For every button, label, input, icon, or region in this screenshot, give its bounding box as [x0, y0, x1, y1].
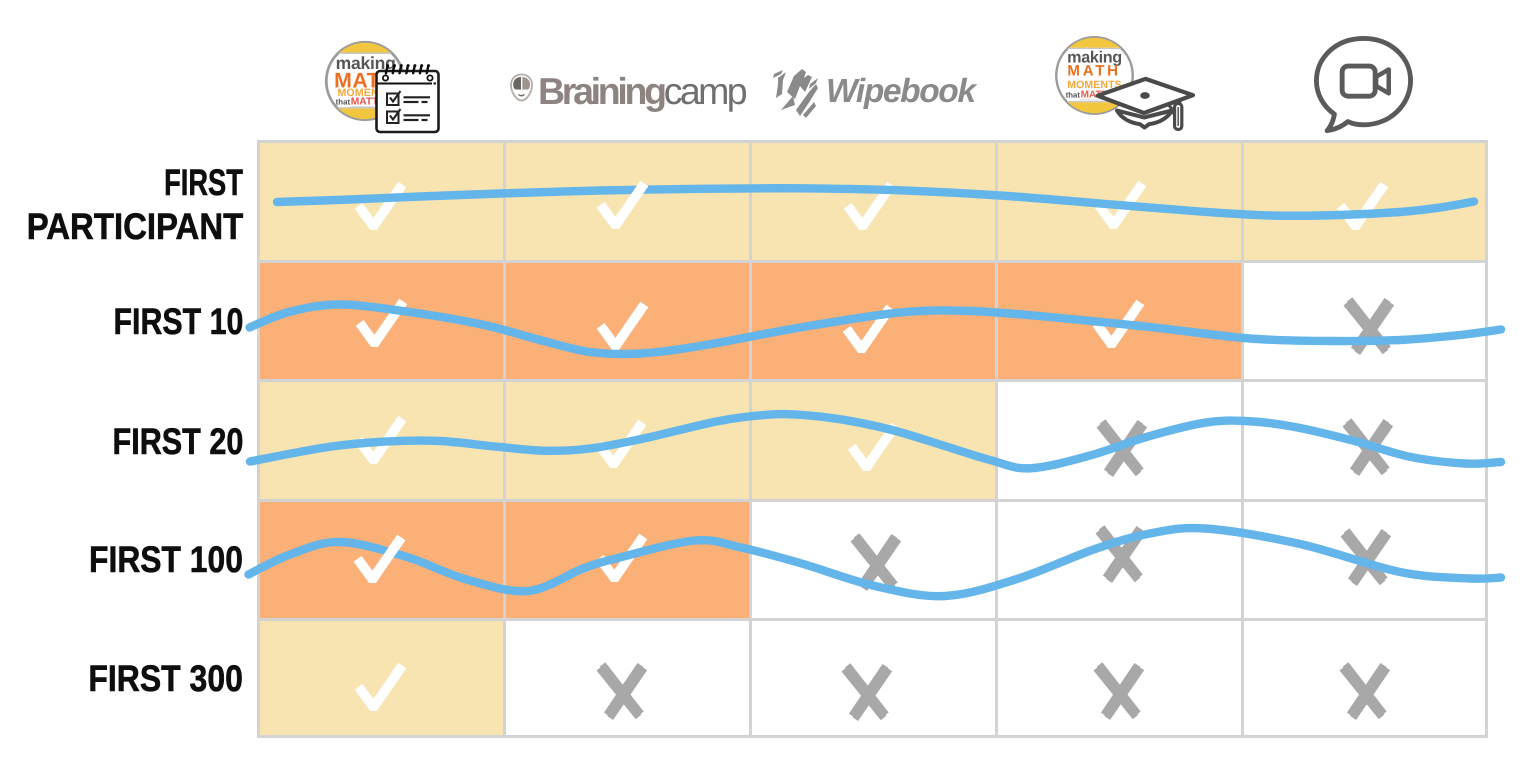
svg-text:Wipebook: Wipebook — [826, 73, 978, 110]
svg-text:Brainingcamp: Brainingcamp — [538, 70, 747, 112]
svg-text:making: making — [336, 53, 396, 73]
svg-text:making: making — [1067, 49, 1122, 67]
svg-text:MATH: MATH — [1067, 62, 1120, 79]
svg-text:makemathmoments.com: makemathmoments.com — [350, 105, 380, 108]
svg-text:thatMATTER: thatMATTER — [336, 96, 393, 107]
svg-text:MOMENTS: MOMENTS — [1067, 78, 1122, 90]
svg-text:makemathmoments.com: makemathmoments.com — [1080, 98, 1109, 101]
